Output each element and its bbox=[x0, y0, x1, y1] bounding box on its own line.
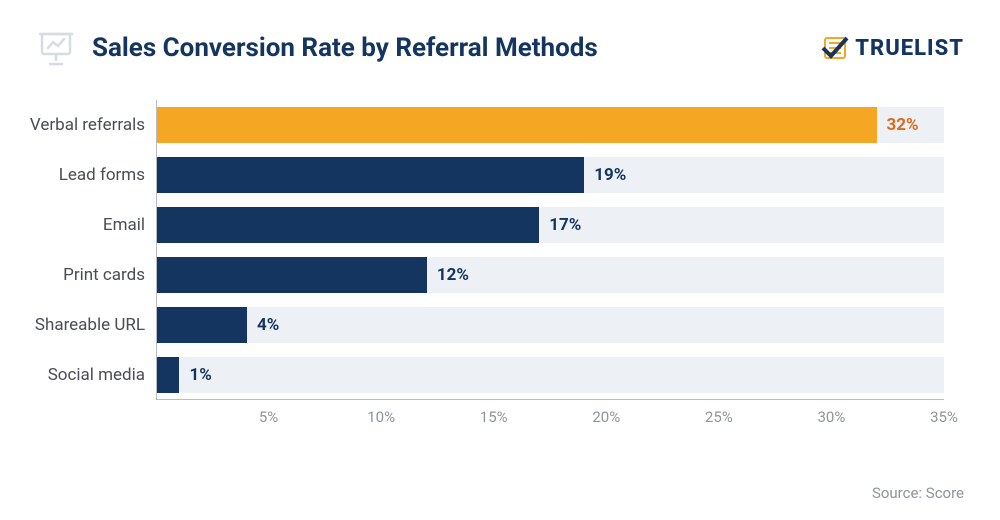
bar-track: 4% bbox=[157, 307, 944, 343]
bar-fill bbox=[157, 207, 539, 243]
x-axis-tick: 30% bbox=[817, 408, 845, 426]
x-axis-tick: 25% bbox=[705, 408, 733, 426]
bar-value: 4% bbox=[257, 315, 279, 335]
bar-row: Lead forms19% bbox=[157, 150, 944, 200]
x-axis: 5%10%15%20%25%30%35% bbox=[156, 400, 944, 430]
logo-icon bbox=[821, 34, 849, 62]
source-attribution: Source: Score bbox=[872, 484, 964, 502]
bar-label: Shareable URL bbox=[35, 315, 157, 335]
bar-fill bbox=[157, 307, 247, 343]
bar-value: 19% bbox=[594, 165, 626, 185]
bar-value: 32% bbox=[887, 115, 919, 135]
bar-track: 19% bbox=[157, 157, 944, 193]
header: Sales Conversion Rate by Referral Method… bbox=[36, 28, 964, 68]
bar-value: 1% bbox=[189, 365, 211, 385]
bar-track: 17% bbox=[157, 207, 944, 243]
bar-label: Lead forms bbox=[59, 165, 157, 185]
x-axis-tick: 10% bbox=[367, 408, 395, 426]
bar-track: 1% bbox=[157, 357, 944, 393]
x-axis-tick: 20% bbox=[592, 408, 620, 426]
x-axis-tick: 5% bbox=[259, 408, 278, 426]
x-axis-tick: 15% bbox=[480, 408, 508, 426]
logo-text: TRUELIST bbox=[855, 36, 964, 61]
bar-fill bbox=[157, 257, 427, 293]
presentation-icon bbox=[36, 28, 76, 68]
bar-row: Shareable URL4% bbox=[157, 300, 944, 350]
bar-value: 17% bbox=[549, 215, 581, 235]
bar-row: Print cards12% bbox=[157, 250, 944, 300]
truelist-logo: TRUELIST bbox=[821, 34, 964, 62]
bar-track: 32% bbox=[157, 107, 944, 143]
bar-track: 12% bbox=[157, 257, 944, 293]
bar-label: Print cards bbox=[63, 265, 157, 285]
bar-fill bbox=[157, 107, 877, 143]
bar-fill bbox=[157, 357, 179, 393]
bar-label: Social media bbox=[48, 365, 157, 385]
chart-card: Sales Conversion Rate by Referral Method… bbox=[0, 0, 1000, 520]
title-group: Sales Conversion Rate by Referral Method… bbox=[36, 28, 598, 68]
bar-label: Verbal referrals bbox=[30, 115, 157, 135]
bar-fill bbox=[157, 157, 584, 193]
x-axis-tick: 35% bbox=[930, 408, 958, 426]
bars-container: Verbal referrals32%Lead forms19%Email17%… bbox=[156, 100, 944, 400]
chart-title: Sales Conversion Rate by Referral Method… bbox=[92, 33, 598, 63]
bar-row: Social media1% bbox=[157, 350, 944, 400]
bar-label: Email bbox=[103, 215, 157, 235]
bar-row: Verbal referrals32% bbox=[157, 100, 944, 150]
bar-row: Email17% bbox=[157, 200, 944, 250]
bar-value: 12% bbox=[437, 265, 469, 285]
chart-area: Verbal referrals32%Lead forms19%Email17%… bbox=[156, 100, 944, 430]
